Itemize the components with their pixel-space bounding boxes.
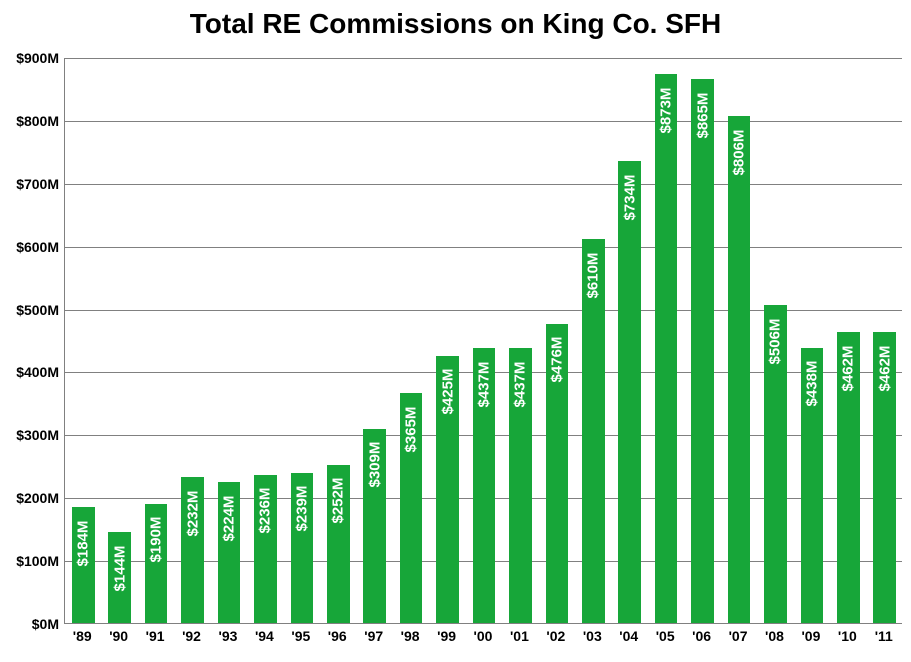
y-axis-tick-label: $800M bbox=[4, 113, 59, 129]
bar: $865M bbox=[691, 79, 714, 623]
bar-value-label: $236M bbox=[257, 488, 274, 534]
bar-value-label: $873M bbox=[658, 87, 675, 133]
bar-value-label: $734M bbox=[621, 175, 638, 221]
bar-value-label: $425M bbox=[439, 369, 456, 415]
bar-value-label: $610M bbox=[585, 253, 602, 299]
x-axis-tick-label: '90 bbox=[109, 628, 128, 644]
bar-value-label: $506M bbox=[767, 318, 784, 364]
y-axis-tick-label: $0M bbox=[4, 616, 59, 632]
x-axis-tick-label: '09 bbox=[801, 628, 820, 644]
x-axis-tick-label: '06 bbox=[692, 628, 711, 644]
y-axis-tick-label: $500M bbox=[4, 302, 59, 318]
gridline bbox=[65, 184, 902, 185]
bar: $506M bbox=[764, 305, 787, 623]
x-axis-tick-label: '04 bbox=[619, 628, 638, 644]
bar: $144M bbox=[108, 532, 131, 623]
bar: $438M bbox=[801, 348, 824, 623]
x-axis-tick-label: '99 bbox=[437, 628, 456, 644]
gridline bbox=[65, 247, 902, 248]
bar-value-label: $224M bbox=[220, 495, 237, 541]
bar-value-label: $365M bbox=[403, 407, 420, 453]
x-axis-tick-label: '01 bbox=[510, 628, 529, 644]
x-axis-tick-label: '00 bbox=[474, 628, 493, 644]
bar-value-label: $437M bbox=[512, 362, 529, 408]
bar-value-label: $437M bbox=[475, 362, 492, 408]
y-axis-tick-label: $400M bbox=[4, 364, 59, 380]
bar: $476M bbox=[546, 324, 569, 623]
x-axis-tick-label: '92 bbox=[182, 628, 201, 644]
y-axis-tick-label: $600M bbox=[4, 239, 59, 255]
chart-container: Total RE Commissions on King Co. SFH $18… bbox=[0, 0, 911, 662]
bar: $462M bbox=[837, 332, 860, 623]
chart-title: Total RE Commissions on King Co. SFH bbox=[0, 8, 911, 40]
x-axis-tick-label: '10 bbox=[838, 628, 857, 644]
x-axis-tick-label: '05 bbox=[656, 628, 675, 644]
bar: $252M bbox=[327, 465, 350, 623]
y-axis-tick-label: $300M bbox=[4, 427, 59, 443]
bar: $365M bbox=[400, 393, 423, 623]
bar: $232M bbox=[181, 477, 204, 623]
gridline bbox=[65, 58, 902, 59]
bar-value-label: $144M bbox=[111, 546, 128, 592]
bar-value-label: $865M bbox=[694, 92, 711, 138]
bar-value-label: $462M bbox=[840, 346, 857, 392]
bar: $806M bbox=[728, 116, 751, 623]
x-axis-tick-label: '94 bbox=[255, 628, 274, 644]
bar: $734M bbox=[618, 161, 641, 623]
x-axis-tick-label: '96 bbox=[328, 628, 347, 644]
bar: $437M bbox=[473, 348, 496, 623]
bar: $873M bbox=[655, 74, 678, 623]
y-axis-tick-label: $700M bbox=[4, 176, 59, 192]
plot-area: $184M $144M $190M $232M $224M $236M $239M $252M… bbox=[64, 58, 902, 624]
y-axis-tick-label: $200M bbox=[4, 490, 59, 506]
x-axis-tick-label: '93 bbox=[219, 628, 238, 644]
bar-value-label: $232M bbox=[184, 490, 201, 536]
x-axis-tick-label: '03 bbox=[583, 628, 602, 644]
bar-value-label: $462M bbox=[876, 346, 893, 392]
bar-value-label: $806M bbox=[731, 129, 748, 175]
gridline bbox=[65, 121, 902, 122]
bar: $425M bbox=[436, 356, 459, 623]
x-axis-tick-label: '98 bbox=[401, 628, 420, 644]
bar-value-label: $438M bbox=[803, 361, 820, 407]
x-axis-tick-label: '08 bbox=[765, 628, 784, 644]
bar-value-label: $476M bbox=[548, 337, 565, 383]
bar: $190M bbox=[145, 504, 168, 623]
bar-value-label: $184M bbox=[75, 521, 92, 567]
x-axis-tick-label: '97 bbox=[364, 628, 383, 644]
x-axis-tick-label: '95 bbox=[291, 628, 310, 644]
x-axis-tick-label: '89 bbox=[73, 628, 92, 644]
x-axis-tick-label: '02 bbox=[546, 628, 565, 644]
bar: $224M bbox=[218, 482, 241, 623]
bar: $239M bbox=[291, 473, 314, 623]
y-axis-tick-label: $100M bbox=[4, 553, 59, 569]
bar: $462M bbox=[873, 332, 896, 623]
bar: $610M bbox=[582, 239, 605, 623]
bar: $184M bbox=[72, 507, 95, 623]
y-axis-tick-label: $900M bbox=[4, 50, 59, 66]
bar-value-label: $190M bbox=[148, 517, 165, 563]
x-axis-tick-label: '91 bbox=[146, 628, 165, 644]
x-axis-tick-label: '07 bbox=[729, 628, 748, 644]
bar-value-label: $252M bbox=[330, 478, 347, 524]
x-axis-tick-label: '11 bbox=[875, 628, 893, 644]
bar: $236M bbox=[254, 475, 277, 623]
bar: $437M bbox=[509, 348, 532, 623]
bar-value-label: $239M bbox=[293, 486, 310, 532]
bar: $309M bbox=[363, 429, 386, 623]
bar-value-label: $309M bbox=[366, 442, 383, 488]
